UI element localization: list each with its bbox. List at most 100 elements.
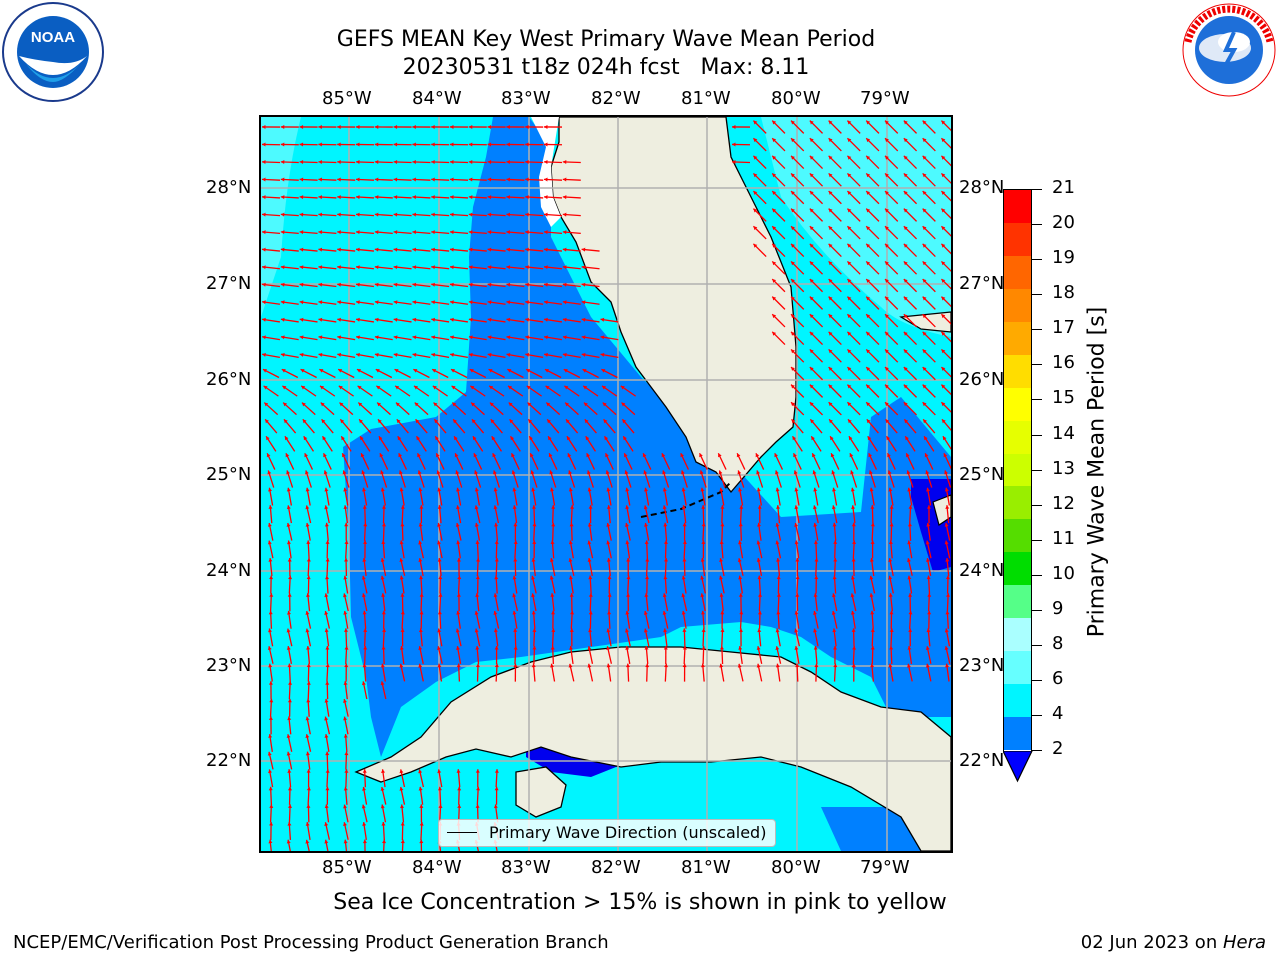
wave-arrow [299,124,318,129]
wave-arrow [280,265,299,270]
wave-arrow [662,610,669,629]
colorbar-segment [1004,453,1031,487]
colorbar-extend-triangle [1003,751,1033,783]
wave-arrow [719,663,725,682]
wave-arrow [922,243,936,258]
colorbar-segment [1004,684,1031,718]
wave-arrow [884,190,899,205]
map-panel[interactable] [259,115,953,853]
wave-arrow [299,352,318,358]
wave-arrow [828,348,842,363]
wave-arrow [603,418,616,434]
wave-arrow [889,522,894,541]
wave-arrow [474,470,482,488]
wave-arrow [738,522,743,541]
wave-arrow [487,247,506,252]
wave-arrow [549,575,556,594]
wave-arrow [457,575,462,594]
wave-arrow [940,366,951,378]
wave-arrow [531,487,537,506]
wave-arrow [381,610,386,629]
wave-arrow [809,243,824,258]
wave-arrow [848,435,860,452]
wave-arrow [771,120,786,134]
wave-arrow [490,418,503,434]
wave-arrow [525,212,544,217]
wave-arrow [790,260,805,275]
wave-arrow [752,225,767,240]
cuba-land [354,646,951,851]
wave-arrow [468,282,487,288]
wave-arrow [525,124,544,129]
colorbar-tick-label: 21 [1052,177,1075,198]
wave-arrow [828,155,842,170]
wave-arrow [512,505,518,524]
wave-arrow [545,385,561,397]
wave-arrow [325,645,330,665]
wave-arrow [299,300,318,305]
wave-arrow [470,402,485,416]
wave-arrow [562,230,581,235]
wave-arrow [299,160,318,165]
wave-arrow [620,385,636,397]
wave-arrow [400,505,405,524]
wave-arrow [355,230,375,235]
lon-label-top-83w: 83°W [501,88,551,109]
wave-arrow [412,282,431,288]
wave-arrow [449,177,469,182]
wave-arrow [884,278,899,293]
wave-arrow [908,593,913,612]
wave-arrow [865,401,880,416]
wave-arrow [324,593,330,612]
wave-arrow [530,470,538,488]
wave-arrow [261,160,281,165]
colorbar-tick-mark [1032,364,1042,366]
wave-arrow [380,804,387,823]
wave-arrow [757,505,762,524]
wave-arrow [719,575,725,594]
wave-arrow [494,769,499,788]
wave-arrow [337,335,356,341]
wave-arrow [419,839,424,851]
wave-arrow [393,300,412,305]
wave-arrow [324,716,331,735]
wave-arrow [322,452,332,470]
wave-arrow [306,698,311,717]
wave-arrow [437,769,443,788]
colorbar-tick-mark [1032,504,1042,506]
wave-arrow [543,177,563,182]
wave-arrow [268,734,273,752]
wave-arrow [700,575,706,594]
wave-arrow [545,402,561,416]
wave-arrow [775,522,782,541]
wave-arrow [449,265,469,270]
wave-arrow [449,195,469,200]
wave-arrow [924,452,934,470]
footer-date-text: 02 Jun 2023 on [1080,932,1223,953]
wave-arrow [562,160,581,165]
wave-arrow [809,120,824,134]
wave-arrow [884,243,899,258]
wave-arrow [267,470,275,488]
wave-arrow [828,137,842,152]
wave-arrow [529,452,539,470]
wave-arrow [922,260,936,275]
wave-arrow [451,402,467,416]
wave-arrow [846,172,861,187]
wave-arrow [324,804,330,823]
wave-arrow [468,247,487,252]
wave-arrow [903,120,918,134]
wave-arrow [318,300,337,305]
wave-arrow [606,663,612,682]
wave-arrow [475,593,480,612]
lon-label-bottom-82w: 82°W [591,857,641,878]
wave-arrow [287,821,292,841]
wave-arrow [621,402,636,416]
wave-arrow [925,540,932,559]
wave-arrow [324,610,331,629]
wave-arrow [525,177,544,182]
wave-arrow [680,452,690,470]
wave-arrow [262,317,280,323]
wave-arrow [476,786,481,805]
wave-arrow [343,804,349,823]
